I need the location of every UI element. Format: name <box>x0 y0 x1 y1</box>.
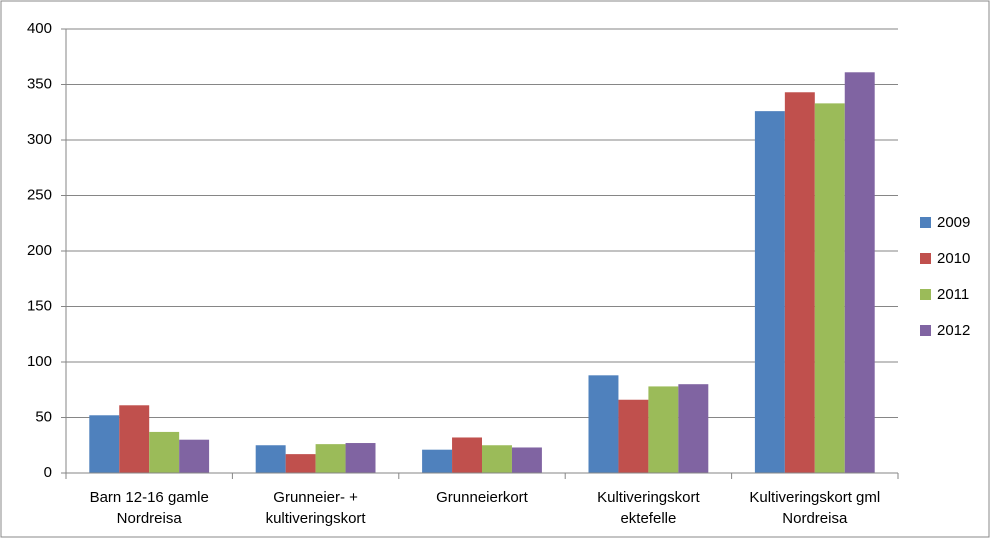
bar <box>648 386 679 473</box>
bar <box>618 399 649 473</box>
legend-swatch <box>920 289 931 300</box>
legend-swatch <box>920 253 931 264</box>
x-tick-label: Barn 12-16 gamle Nordreisa <box>89 489 209 527</box>
y-tick-label: 400 <box>27 20 52 37</box>
y-tick-label: 200 <box>27 242 52 259</box>
legend-swatch <box>920 217 931 228</box>
y-tick-label: 250 <box>27 186 52 203</box>
y-tick-label: 150 <box>27 297 52 314</box>
y-tick-label: 300 <box>27 131 52 148</box>
legend-label: 2009 <box>937 214 970 231</box>
y-tick-label: 0 <box>44 464 52 481</box>
bar <box>149 431 180 473</box>
y-tick-label: 350 <box>27 75 52 92</box>
bar <box>179 439 210 473</box>
bar <box>678 384 709 473</box>
bar <box>255 445 286 473</box>
legend-label: 2012 <box>937 322 970 339</box>
bar <box>452 437 482 473</box>
x-tick-label: Kultiveringskort ektefelle <box>597 489 700 527</box>
bar <box>844 72 875 473</box>
bar <box>119 405 150 473</box>
bar <box>345 443 376 473</box>
legend-label: 2010 <box>937 250 970 267</box>
bar <box>754 111 785 473</box>
y-tick-label: 50 <box>35 408 52 425</box>
bar <box>482 445 512 473</box>
bar <box>588 375 619 473</box>
bar <box>784 92 815 474</box>
x-tick-label: Kultiveringskort gml Nordreisa <box>749 489 881 527</box>
bar <box>285 454 316 473</box>
x-tick-label: Grunneierkort <box>436 489 528 506</box>
bar <box>814 103 845 474</box>
bar <box>89 415 120 473</box>
y-tick-label: 100 <box>27 353 52 370</box>
legend-label: 2011 <box>937 286 969 303</box>
bar <box>422 449 453 473</box>
bar <box>511 447 542 473</box>
legend-swatch <box>920 325 931 336</box>
x-tick-label: Grunneier- + kultiveringskort <box>265 489 366 527</box>
bar <box>315 444 346 473</box>
